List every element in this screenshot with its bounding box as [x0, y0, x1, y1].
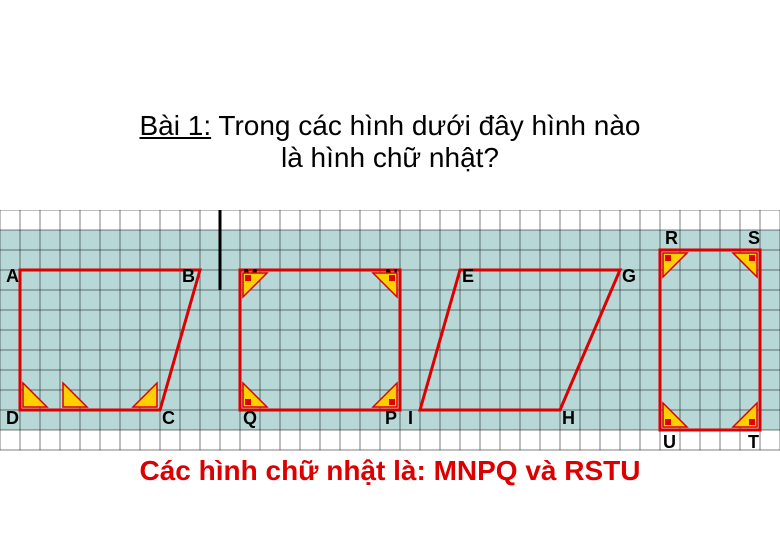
answer-text: Các hình chữ nhật là: MNPQ và RSTU: [0, 455, 780, 487]
svg-text:S: S: [748, 228, 760, 248]
svg-text:I: I: [408, 408, 413, 428]
svg-text:C: C: [162, 408, 175, 428]
title-prefix: Bài 1:: [140, 110, 212, 141]
svg-text:G: G: [622, 266, 636, 286]
svg-text:P: P: [385, 408, 397, 428]
title-line1: Trong các hình dưới đây hình nào: [211, 110, 640, 141]
svg-text:B: B: [182, 266, 195, 286]
geometry-diagram: ABCDMNPQEGHIRSTU: [0, 210, 780, 455]
question-title: Bài 1: Trong các hình dưới đây hình nào …: [0, 110, 780, 174]
svg-text:D: D: [6, 408, 19, 428]
diagram-svg: ABCDMNPQEGHIRSTU: [0, 210, 780, 455]
svg-text:U: U: [663, 432, 676, 452]
svg-text:H: H: [562, 408, 575, 428]
svg-text:E: E: [462, 266, 474, 286]
svg-text:R: R: [665, 228, 678, 248]
svg-text:A: A: [6, 266, 19, 286]
svg-text:T: T: [748, 432, 759, 452]
title-line2: là hình chữ nhật?: [281, 142, 499, 173]
svg-text:Q: Q: [243, 408, 257, 428]
